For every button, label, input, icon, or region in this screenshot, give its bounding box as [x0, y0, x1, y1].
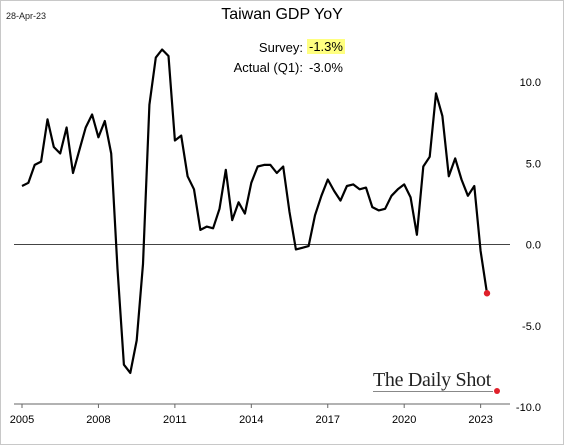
actual-value: -3.0% [309, 60, 343, 75]
y-tick-label: -5.0 [522, 321, 541, 333]
survey-label: Survey: [258, 40, 303, 55]
y-tick-label: 0.0 [526, 240, 541, 252]
y-tick-label: 5.0 [526, 158, 541, 170]
brand-underline [373, 391, 493, 392]
y-tick-label: 10.0 [520, 77, 541, 89]
y-tick-label: -10.0 [516, 402, 541, 414]
x-tick-label: 2023 [468, 414, 492, 426]
last-point [483, 290, 491, 297]
brand-dot [494, 388, 500, 394]
series-marks [21, 48, 491, 374]
x-tick-label: 2014 [239, 414, 263, 426]
survey-value-box: -1.3% [307, 39, 345, 54]
x-tick-label: 2008 [86, 414, 110, 426]
x-tick-label: 2011 [163, 414, 187, 426]
actual-label: Actual (Q1): [233, 60, 303, 75]
x-tick-label: 2017 [316, 414, 340, 426]
survey-value: -1.3% [307, 39, 345, 54]
report-date: 28-Apr-23 [6, 11, 47, 21]
chart-title: Taiwan GDP YoY [221, 6, 343, 23]
brand-logo: The Daily Shot [373, 369, 492, 391]
axes: 2005 2008 2011 2014 2017 2020 2023 10.0 5.0 0.0 -5… [10, 77, 541, 426]
gdp-series-line [21, 48, 489, 374]
x-tick-label: 2005 [10, 414, 34, 426]
x-tick-label: 2020 [392, 414, 416, 426]
